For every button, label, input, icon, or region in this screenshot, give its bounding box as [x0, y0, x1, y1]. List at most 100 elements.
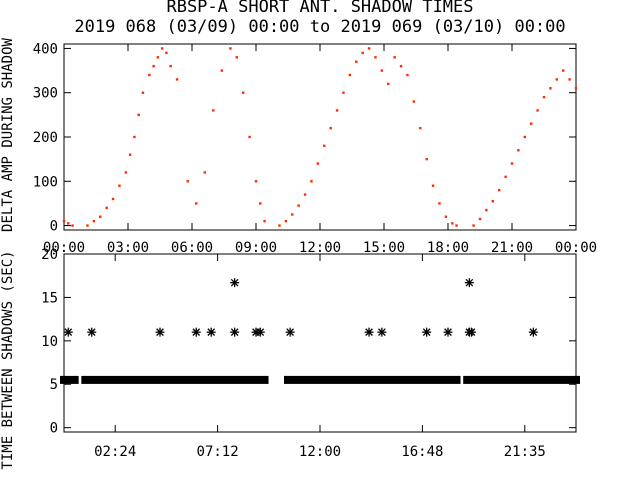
- delta-amp-point: [203, 171, 206, 174]
- shadow-interval-point: [191, 327, 201, 337]
- bottom-x-tick-label: 07:12: [197, 444, 239, 460]
- shadow-interval-point: [206, 327, 216, 337]
- delta-amp-point: [310, 180, 313, 183]
- delta-amp-point: [348, 73, 352, 77]
- delta-amp-point: [263, 219, 266, 223]
- delta-amp-point: [412, 100, 416, 103]
- delta-amp-point: [303, 193, 307, 196]
- delta-amp-point: [491, 200, 494, 203]
- shadow-interval-band: [81, 375, 269, 384]
- delta-amp-point: [62, 219, 66, 223]
- top-y-tick-label: 0: [50, 219, 58, 235]
- delta-amp-point: [510, 162, 514, 165]
- delta-amp-point: [278, 224, 281, 227]
- shadow-interval-point: [155, 327, 165, 337]
- delta-amp-point: [229, 47, 232, 50]
- delta-amp-point: [387, 82, 390, 86]
- top-x-tick-label: 00:00: [555, 240, 597, 256]
- delta-amp-point: [175, 78, 179, 81]
- chart-subtitle-date-range: 2019 068 (03/09) 00:00 to 2019 069 (03/1…: [74, 17, 565, 37]
- bottom-x-tick-label: 16:48: [401, 444, 443, 460]
- delta-amp-point: [71, 224, 74, 227]
- top-x-tick-label: 18:00: [427, 240, 469, 256]
- top-x-tick-label: 15:00: [363, 240, 405, 256]
- delta-amp-point: [504, 175, 507, 179]
- delta-amp-point: [242, 91, 245, 94]
- shadow-interval-point: [364, 327, 374, 337]
- shadow-interval-point: [443, 327, 453, 337]
- delta-amp-point: [111, 197, 115, 201]
- delta-amp-point: [284, 219, 288, 223]
- delta-amp-point: [517, 149, 520, 152]
- bottom-y-tick-label: 5: [50, 377, 58, 393]
- delta-amp-point: [361, 51, 364, 55]
- shadow-interval-band: [463, 375, 580, 384]
- delta-amp-point: [291, 213, 294, 216]
- delta-amp-point: [568, 78, 571, 81]
- delta-amp-point: [156, 56, 160, 59]
- delta-amp-point: [92, 219, 96, 223]
- delta-amp-point: [574, 87, 578, 90]
- bottom-y-axis-label: TIME BETWEEN SHADOWS (SEC): [0, 250, 16, 469]
- delta-amp-point: [406, 73, 409, 77]
- delta-amp-point: [335, 109, 339, 112]
- top-x-tick-label: 21:00: [491, 240, 533, 256]
- delta-amp-point: [523, 135, 526, 139]
- top-panel-delta-amp: 00:00 03:00 06:00 09:00 12:00 15:00 18:00 21:00…: [33, 41, 597, 256]
- delta-amp-point: [455, 224, 458, 227]
- delta-amp-point: [438, 202, 441, 205]
- delta-amp-point: [105, 206, 108, 210]
- delta-amp-point: [259, 202, 262, 205]
- delta-amp-point: [451, 222, 454, 225]
- delta-amp-point: [530, 122, 533, 125]
- delta-amp-point: [380, 69, 384, 72]
- shadow-interval-point: [464, 278, 474, 288]
- delta-amp-point: [323, 144, 326, 148]
- top-x-tick-label: 09:00: [235, 240, 277, 256]
- delta-amp-point: [297, 204, 300, 207]
- shadow-interval-point: [63, 327, 73, 337]
- delta-amp-point: [133, 135, 136, 139]
- delta-amp-point: [212, 109, 215, 112]
- delta-amp-point: [555, 78, 558, 81]
- delta-amp-point: [316, 162, 320, 165]
- bottom-x-tick-label: 21:35: [504, 444, 546, 460]
- bottom-panel-time-between: 02:24 07:12 12:00 16:48 21:35 0 5 10 15 20: [41, 247, 580, 460]
- delta-amp-point: [169, 64, 172, 68]
- delta-amp-point: [220, 69, 224, 72]
- delta-amp-point: [498, 188, 501, 192]
- top-y-tick-label: 400: [33, 41, 58, 57]
- delta-amp-point: [536, 109, 539, 112]
- delta-amp-point: [141, 91, 145, 94]
- delta-amp-point: [152, 64, 155, 68]
- delta-amp-point: [478, 217, 482, 221]
- bottom-y-tick-label: 10: [41, 334, 58, 350]
- shadow-interval-point: [230, 278, 240, 288]
- top-y-tick-label: 300: [33, 86, 58, 102]
- delta-amp-point: [485, 208, 488, 212]
- delta-amp-point: [195, 202, 198, 205]
- shadow-interval-point: [528, 327, 538, 337]
- delta-amp-point: [118, 184, 121, 187]
- top-x-tick-label: 00:00: [43, 240, 85, 256]
- delta-amp-point: [124, 171, 128, 174]
- delta-amp-point: [160, 47, 164, 50]
- delta-amp-point: [165, 51, 168, 55]
- delta-amp-point: [67, 222, 70, 225]
- delta-amp-point: [399, 64, 403, 68]
- top-y-tick-label: 200: [33, 130, 58, 146]
- delta-amp-point: [186, 180, 189, 183]
- delta-amp-point: [128, 153, 132, 156]
- delta-amp-point: [99, 215, 102, 218]
- top-x-tick-label: 03:00: [107, 240, 149, 256]
- delta-amp-point: [367, 47, 371, 50]
- delta-amp-point: [444, 215, 448, 218]
- shadow-interval-point: [422, 327, 432, 337]
- delta-amp-point: [431, 184, 435, 187]
- delta-amp-point: [562, 69, 565, 72]
- chart-title: RBSP-A SHORT ANT. SHADOW TIMES: [166, 0, 473, 17]
- delta-amp-point: [419, 126, 422, 130]
- bottom-y-tick-label: 0: [50, 421, 58, 437]
